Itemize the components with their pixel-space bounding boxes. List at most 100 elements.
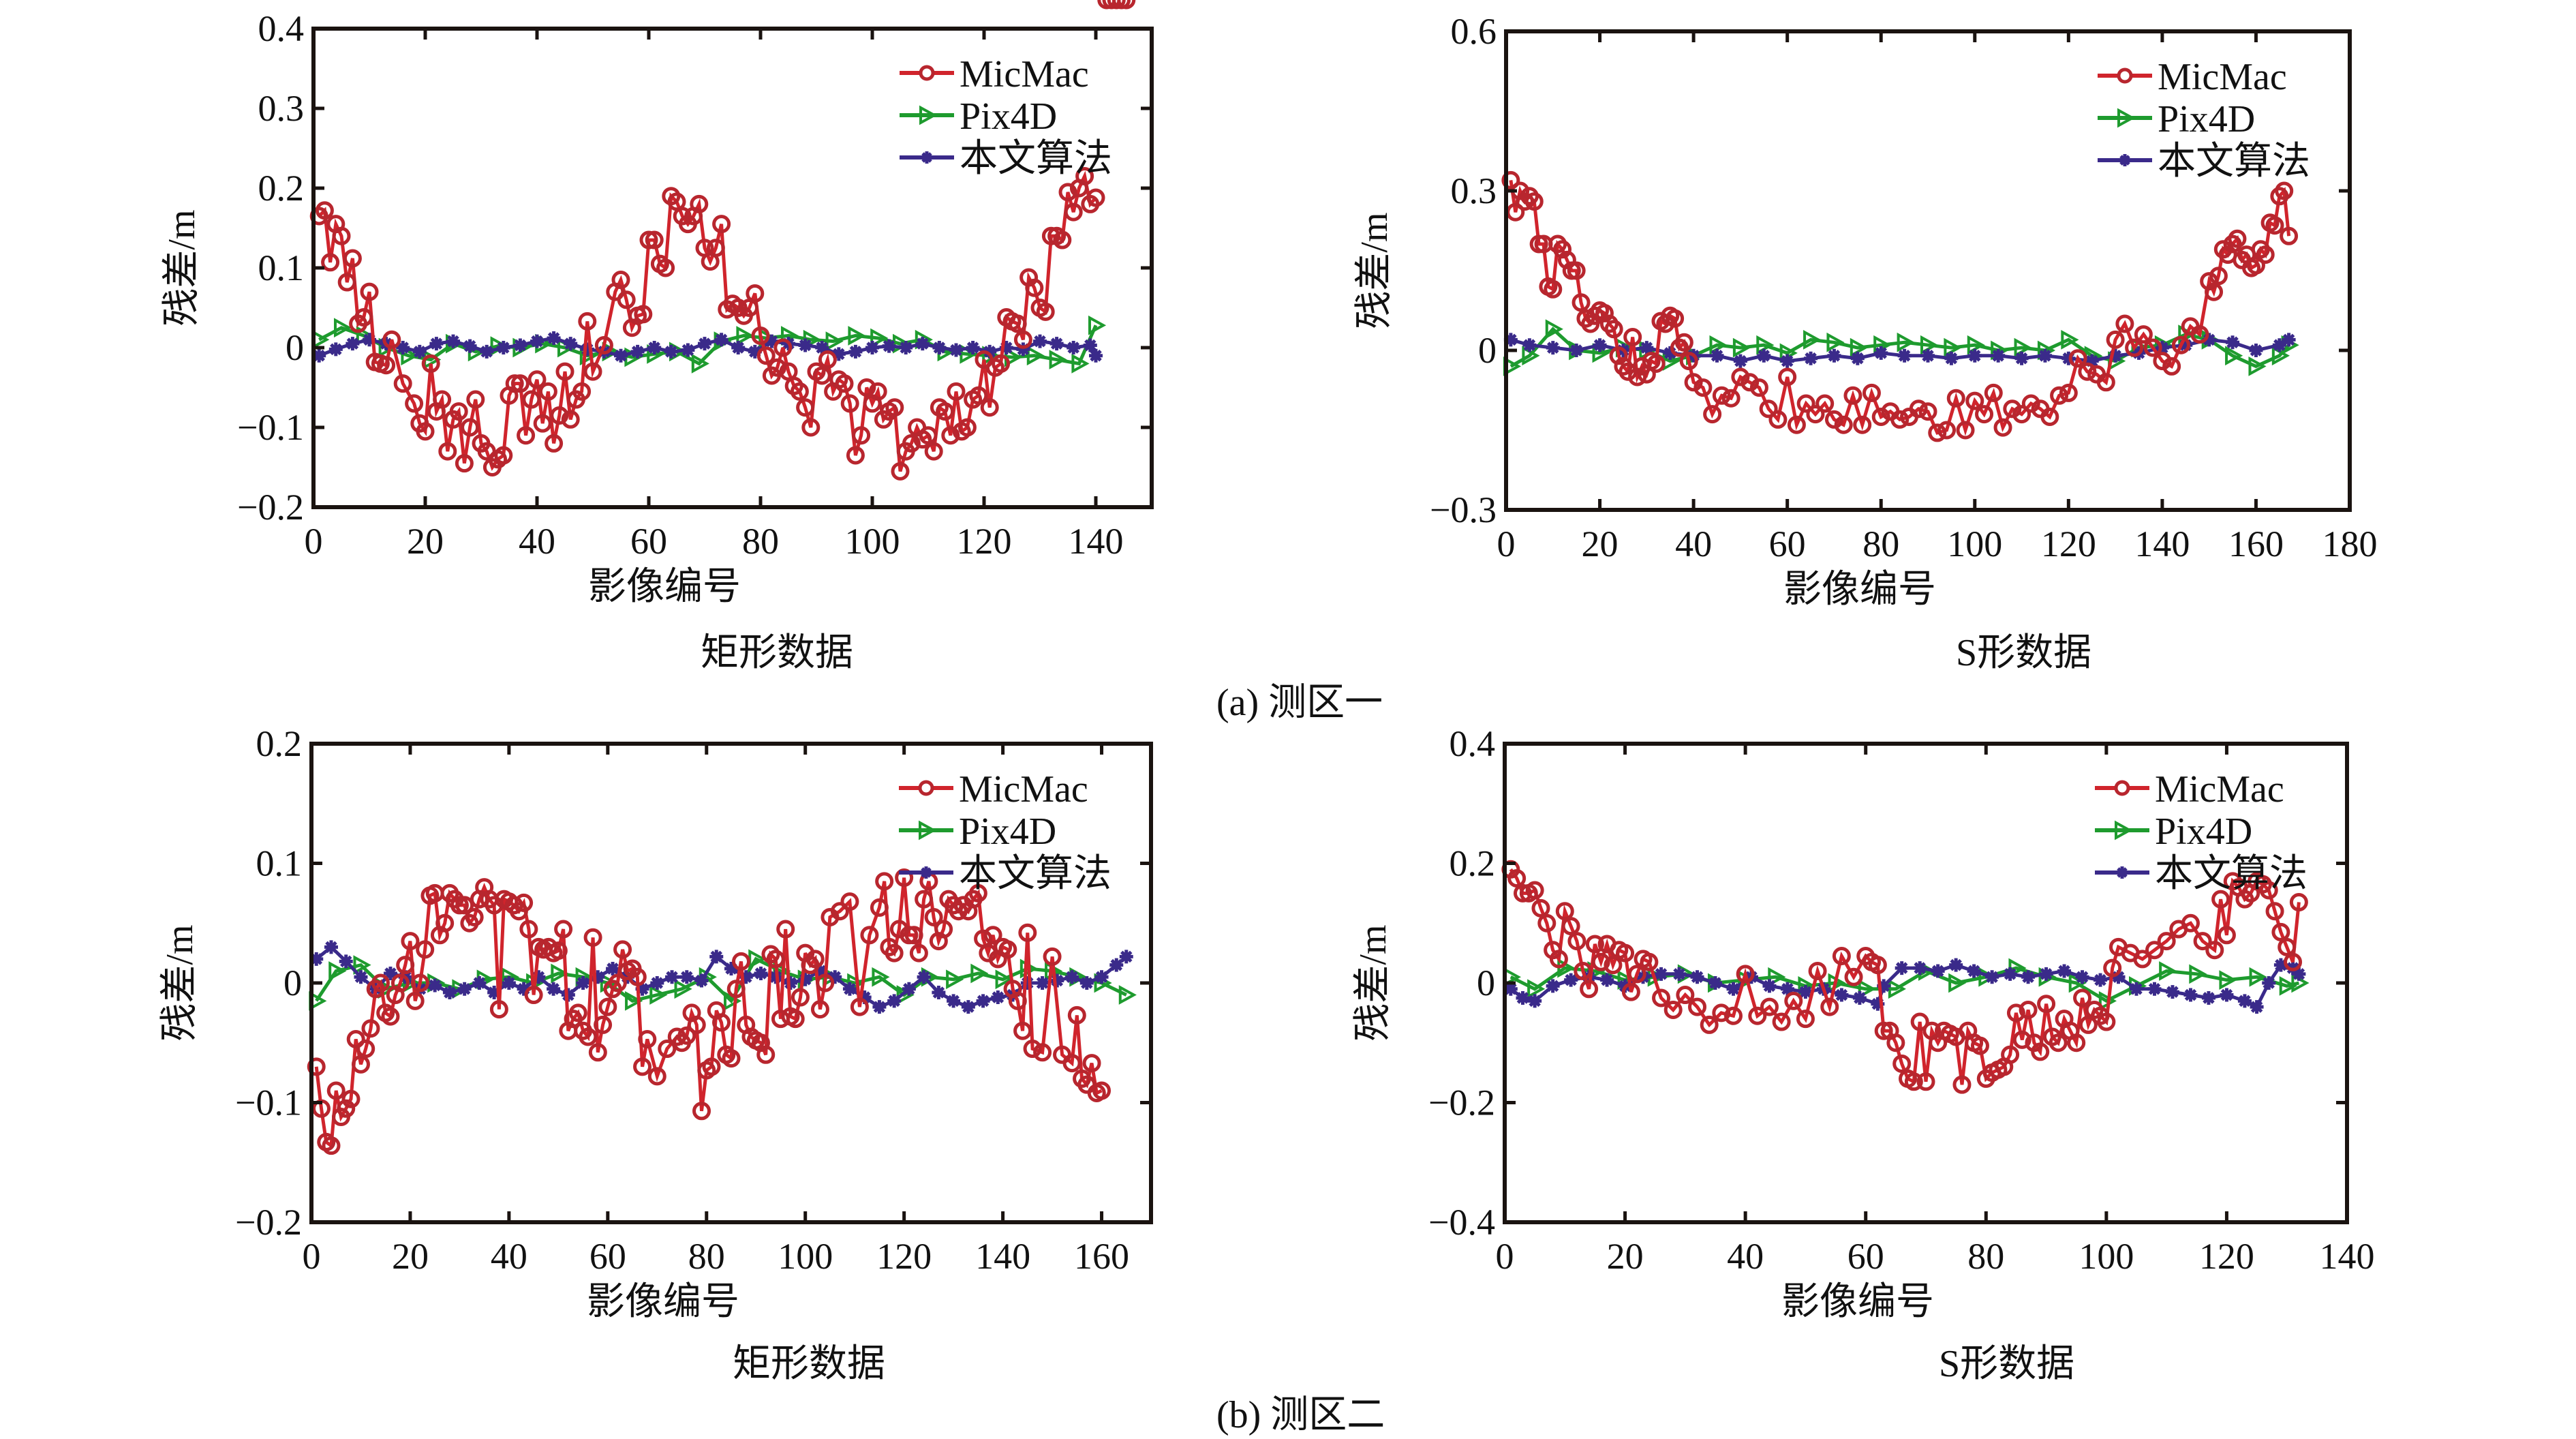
data-point — [2059, 383, 2078, 402]
data-point — [1984, 383, 2003, 402]
data-point — [588, 1043, 607, 1062]
data-point — [1679, 352, 1698, 371]
data-point — [1527, 979, 1546, 999]
data-point — [519, 920, 538, 939]
data-point — [2014, 337, 2032, 358]
data-point — [1555, 902, 1574, 921]
data-point — [513, 338, 527, 352]
y-axis-title: 残差/m — [159, 924, 201, 1041]
data-point — [1049, 337, 1064, 351]
data-point — [968, 883, 987, 903]
data-point — [915, 337, 930, 351]
data-point — [895, 868, 914, 888]
data-point — [679, 970, 694, 984]
data-point — [650, 976, 664, 990]
x-axis-title: 影像编号 — [587, 1281, 739, 1323]
data-point — [1013, 1021, 1032, 1040]
data-point — [337, 1099, 356, 1118]
data-point — [724, 990, 742, 1011]
data-point — [1023, 1040, 1042, 1059]
data-point — [2133, 950, 2152, 969]
data-point — [882, 339, 896, 353]
data-point — [361, 1019, 380, 1038]
data-point — [2147, 982, 2162, 996]
data-point — [2248, 357, 2267, 376]
legend-label: MicMac — [959, 768, 1088, 811]
data-point — [1852, 990, 1867, 1005]
legend-label: MicMac — [2155, 768, 2284, 811]
data-point — [1910, 1012, 1929, 1031]
x-tick-label: 120 — [2041, 524, 2096, 564]
data-point — [550, 406, 569, 425]
data-point — [1796, 394, 1815, 413]
data-point — [1832, 947, 1851, 966]
y-tick-label: −0.4 — [1428, 1202, 1495, 1243]
data-point — [860, 926, 879, 945]
data-point — [312, 348, 326, 363]
data-point — [533, 414, 552, 433]
data-point — [328, 961, 347, 981]
y-axis-title: 残差/m — [161, 209, 203, 326]
data-point — [776, 920, 795, 939]
y-tick-label: 0.3 — [258, 88, 305, 129]
data-point — [1507, 868, 1527, 888]
data-point — [1780, 354, 1794, 368]
data-point — [2019, 1000, 2038, 1019]
data-point — [2278, 937, 2297, 956]
data-point — [2265, 216, 2284, 235]
data-point — [754, 966, 768, 980]
data-point — [1537, 913, 1557, 933]
data-point — [1567, 261, 1586, 280]
data-point — [551, 963, 569, 984]
data-point — [1553, 240, 1572, 259]
data-point — [617, 290, 636, 309]
legend-marker-star — [2116, 866, 2128, 879]
data-point — [917, 970, 931, 984]
data-point — [1726, 982, 1741, 996]
legend-item: Pix4D — [2098, 98, 2255, 140]
plot-frame — [1504, 29, 2352, 512]
data-point — [1721, 389, 1741, 408]
data-point — [1850, 351, 1865, 365]
data-point — [934, 920, 953, 939]
data-point — [1049, 350, 1067, 369]
data-point — [1888, 979, 1907, 999]
data-point — [786, 1010, 805, 1029]
x-tick-label: 100 — [1947, 524, 2002, 564]
y-tick-label: 0.4 — [258, 8, 305, 49]
data-point — [947, 994, 961, 1008]
data-point — [692, 1102, 711, 1121]
data-point — [522, 390, 541, 409]
legend-marker-circle — [2114, 780, 2130, 796]
data-point — [2125, 338, 2144, 357]
data-point — [712, 215, 731, 234]
data-point — [798, 972, 812, 986]
data-point — [1796, 1010, 1815, 1029]
data-point — [1709, 335, 1728, 355]
data-point — [872, 967, 890, 987]
data-point — [1654, 967, 1668, 981]
y-tick-label: 0.2 — [256, 723, 303, 764]
data-point — [2237, 994, 2252, 1008]
data-point — [1723, 1006, 1743, 1025]
data-point — [677, 1026, 696, 1045]
data-point — [2040, 408, 2059, 426]
legend-marker-circle — [2117, 67, 2133, 84]
data-point — [416, 422, 435, 441]
data-point — [647, 1067, 666, 1086]
y-tick-label: 0 — [1478, 330, 1497, 371]
data-point — [1803, 330, 1822, 350]
data-point — [2201, 990, 2215, 1005]
data-point — [1600, 973, 1614, 987]
data-point — [1628, 367, 1647, 387]
x-tick-label: 20 — [407, 521, 444, 562]
data-point — [2179, 338, 2193, 352]
series-proposed — [1503, 333, 2296, 368]
data-point — [870, 328, 889, 348]
series-proposed — [312, 331, 1103, 363]
data-point — [909, 943, 928, 963]
data-point — [371, 973, 390, 993]
data-point — [2079, 1015, 2098, 1034]
y-tick-label: 0.3 — [1451, 170, 1497, 211]
data-point — [992, 354, 1011, 373]
